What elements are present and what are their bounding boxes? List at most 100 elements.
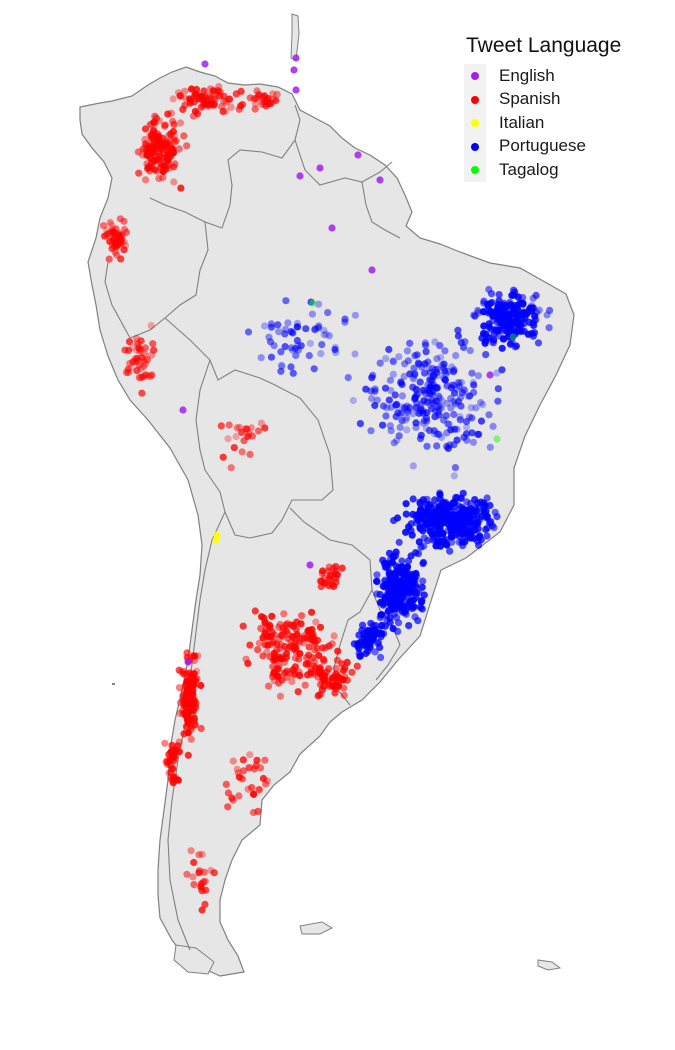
tweet-point-portuguese xyxy=(516,299,524,307)
tweet-point-portuguese xyxy=(435,495,444,503)
tweet-point-spanish xyxy=(205,102,213,110)
tweet-point-spanish xyxy=(208,93,216,101)
tweet-point-portuguese xyxy=(506,340,515,348)
tweet-point-spanish xyxy=(207,99,215,107)
tweet-point-portuguese xyxy=(314,300,323,308)
tweet-point-portuguese xyxy=(436,402,444,410)
tweet-point-spanish xyxy=(133,334,141,342)
tweet-point-spanish xyxy=(253,94,261,102)
tweet-point-portuguese xyxy=(467,404,475,412)
tweet-point-spanish xyxy=(176,92,184,100)
tweet-point-portuguese xyxy=(424,381,432,389)
juan-fernandez-island xyxy=(112,683,115,685)
tweet-point-portuguese xyxy=(426,384,434,392)
tweet-point-spanish xyxy=(174,776,182,784)
tweet-point-portuguese xyxy=(308,310,316,318)
tweet-point-portuguese xyxy=(359,621,367,629)
tweet-point-spanish xyxy=(229,757,237,765)
tweet-point-portuguese xyxy=(416,435,425,443)
tweet-point-portuguese xyxy=(420,387,428,395)
country-border-6 xyxy=(164,317,334,501)
tweet-point-portuguese xyxy=(470,381,478,389)
tweet-point-spanish xyxy=(184,728,192,737)
tweet-point-portuguese xyxy=(325,332,333,340)
legend-key-portuguese xyxy=(464,134,486,158)
tweet-point-spanish xyxy=(190,714,198,722)
tweet-point-portuguese xyxy=(277,361,286,369)
tweet-point-portuguese xyxy=(491,508,499,516)
tweet-point-spanish xyxy=(338,564,346,572)
tweet-point-portuguese xyxy=(398,417,406,425)
tweet-point-spanish xyxy=(308,608,316,616)
tweet-point-portuguese xyxy=(406,339,414,347)
tweet-point-portuguese xyxy=(322,330,330,339)
tweet-point-portuguese xyxy=(520,327,528,335)
tweet-point-portuguese xyxy=(412,419,420,427)
tweet-point-english xyxy=(486,371,494,379)
tweet-point-portuguese xyxy=(267,353,276,361)
tweet-point-spanish xyxy=(165,759,173,767)
tweet-point-portuguese xyxy=(384,563,392,571)
tweet-point-spanish xyxy=(330,582,338,591)
country-border-12 xyxy=(371,589,401,681)
tweet-point-portuguese xyxy=(395,538,403,546)
tweet-point-portuguese xyxy=(367,427,375,435)
tweet-point-spanish xyxy=(168,746,176,754)
tweet-point-spanish xyxy=(200,878,208,886)
tweet-point-spanish xyxy=(136,374,144,382)
tweet-point-portuguese xyxy=(436,394,444,402)
tweet-point-spanish xyxy=(228,794,236,802)
tweet-point-spanish xyxy=(233,424,241,432)
tweet-point-portuguese xyxy=(389,552,397,561)
tweet-point-spanish xyxy=(150,346,158,354)
tweet-point-spanish xyxy=(334,647,342,655)
tweet-point-spanish xyxy=(137,337,145,345)
tweet-point-spanish xyxy=(187,735,195,743)
tweet-point-portuguese xyxy=(400,372,408,380)
tweet-point-portuguese xyxy=(426,501,434,509)
tweet-point-spanish xyxy=(254,807,262,816)
tweet-point-spanish xyxy=(199,101,207,110)
tweet-point-spanish xyxy=(315,651,323,660)
tweet-point-portuguese xyxy=(498,344,506,352)
tweet-point-portuguese xyxy=(386,422,394,430)
tweet-point-spanish xyxy=(288,677,296,686)
tweet-point-spanish xyxy=(224,95,232,103)
tweet-point-portuguese xyxy=(482,351,490,359)
tweet-point-portuguese xyxy=(344,374,352,382)
tweet-point-spanish xyxy=(255,786,263,794)
tweet-point-portuguese xyxy=(293,336,301,345)
tweet-point-spanish xyxy=(227,464,235,472)
tweet-point-portuguese xyxy=(435,430,443,439)
tweet-point-portuguese xyxy=(392,401,400,409)
tweet-point-portuguese xyxy=(369,371,377,379)
tweet-point-portuguese xyxy=(392,401,400,409)
tweet-point-spanish xyxy=(180,132,188,140)
tweet-point-portuguese xyxy=(422,424,430,432)
tweet-point-spanish xyxy=(183,649,191,657)
tweet-point-portuguese xyxy=(408,603,416,611)
tweet-point-spanish xyxy=(275,662,283,670)
tweet-point-portuguese xyxy=(412,549,420,557)
tweet-point-spanish xyxy=(255,91,263,99)
tweet-point-spanish xyxy=(135,169,143,177)
tweet-point-portuguese xyxy=(443,399,451,407)
tweet-point-portuguese xyxy=(367,387,375,395)
tweet-point-portuguese xyxy=(514,313,522,321)
tweet-point-spanish xyxy=(189,873,197,881)
tweet-point-portuguese xyxy=(499,316,507,324)
tweet-point-spanish xyxy=(303,654,311,662)
tweet-point-english xyxy=(306,561,314,569)
tweet-point-portuguese xyxy=(499,335,507,343)
tweet-point-spanish xyxy=(314,673,322,681)
tweet-point-portuguese xyxy=(423,409,431,417)
tweet-point-spanish xyxy=(169,765,177,773)
tweet-point-portuguese xyxy=(421,369,429,377)
tweet-point-portuguese xyxy=(455,522,463,530)
tweet-point-portuguese xyxy=(480,322,488,330)
tweet-point-portuguese xyxy=(376,598,385,607)
tweet-point-spanish xyxy=(153,133,161,141)
tweet-point-portuguese xyxy=(389,357,397,365)
tweet-point-english xyxy=(290,66,298,74)
tweet-point-spanish xyxy=(126,359,134,368)
